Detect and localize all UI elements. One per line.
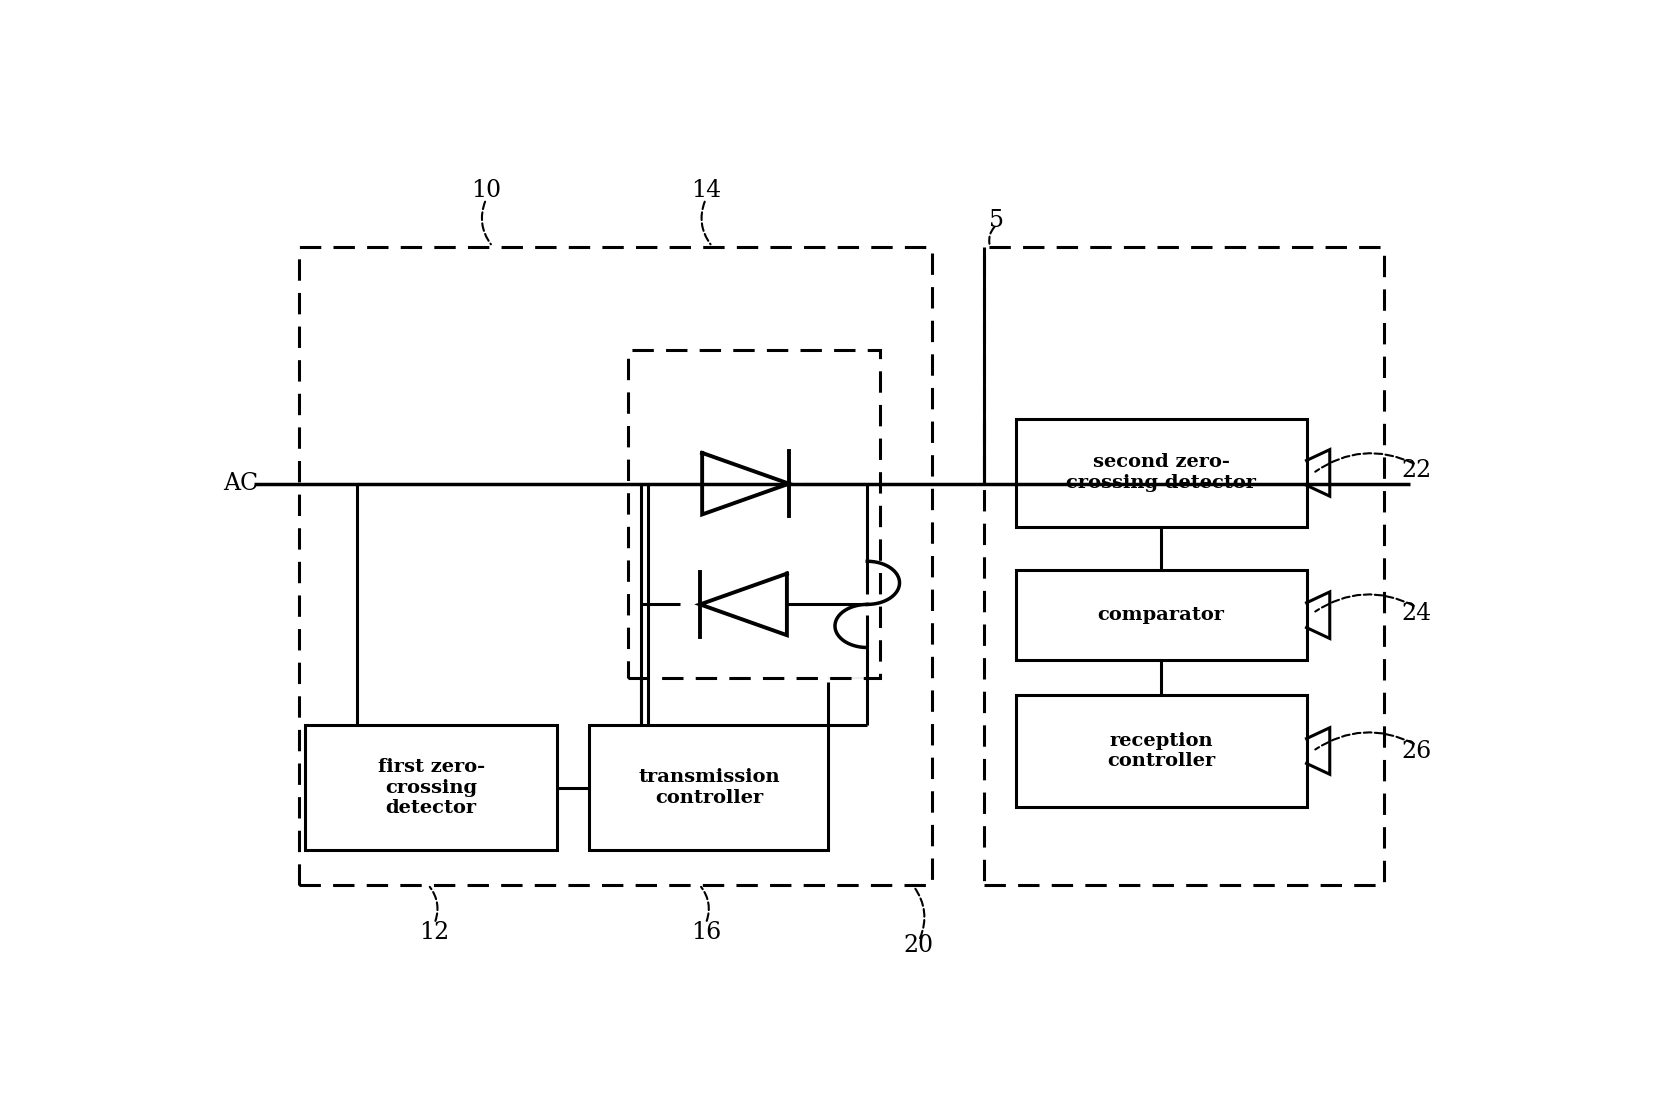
Bar [305, 725, 557, 850]
Text: 16: 16 [690, 921, 720, 944]
Text: 24: 24 [1402, 601, 1432, 625]
Bar [1015, 419, 1307, 526]
Text: 22: 22 [1402, 459, 1432, 483]
Bar [1015, 694, 1307, 808]
Text: AC: AC [223, 473, 258, 495]
Text: reception
controller: reception controller [1107, 731, 1215, 771]
Bar [298, 246, 932, 885]
Text: 20: 20 [904, 934, 934, 956]
Text: 5: 5 [989, 209, 1004, 232]
Text: transmission
controller: transmission controller [638, 768, 780, 808]
Bar [590, 725, 828, 850]
Text: comparator: comparator [1097, 606, 1225, 624]
Text: second zero-
crossing detector: second zero- crossing detector [1067, 454, 1257, 493]
Text: 26: 26 [1402, 739, 1432, 763]
Text: 14: 14 [690, 179, 720, 202]
Text: 12: 12 [420, 921, 450, 944]
Bar [1015, 570, 1307, 661]
Text: 10: 10 [472, 179, 502, 202]
Bar [984, 246, 1384, 885]
Text: first zero-
crossing
detector: first zero- crossing detector [378, 758, 485, 818]
Bar [628, 349, 880, 678]
